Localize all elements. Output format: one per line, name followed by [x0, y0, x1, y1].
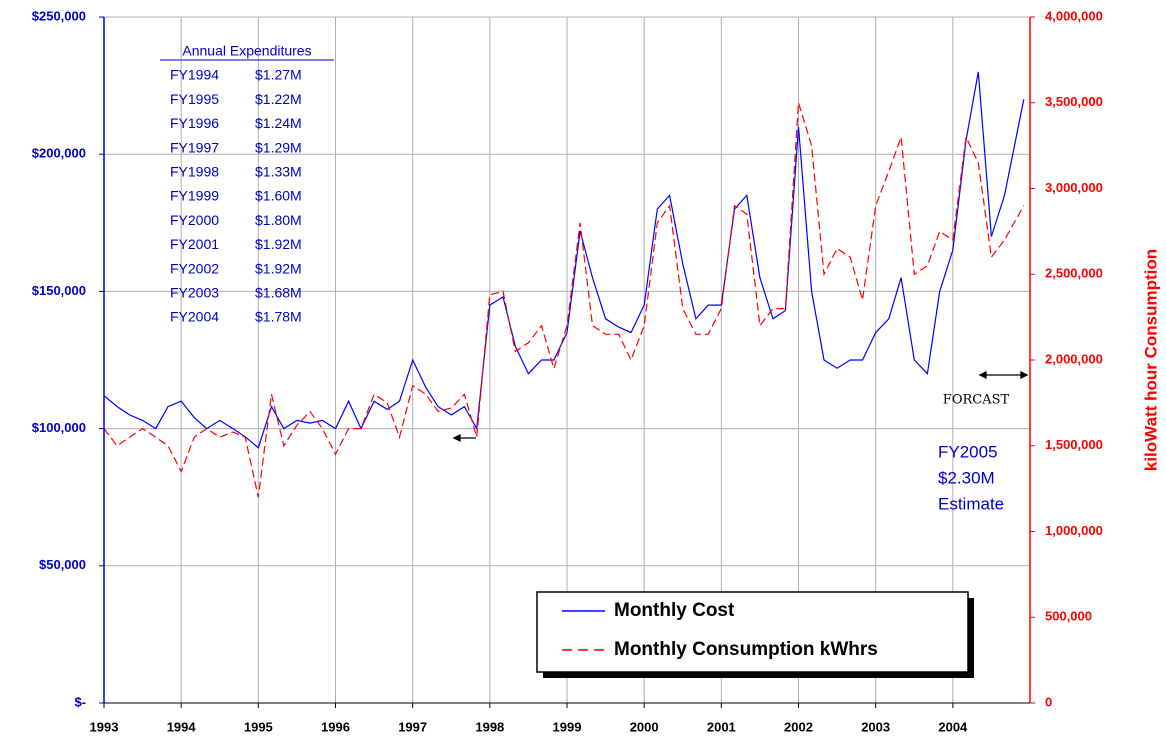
table-value: $1.68M: [255, 285, 302, 301]
x-tick-label: 1999: [553, 719, 582, 734]
table-year: FY1999: [170, 188, 219, 204]
table-value: $1.92M: [255, 236, 302, 252]
y2-axis-title: kiloWatt hour Consumption: [1141, 249, 1160, 471]
table-value: $1.60M: [255, 188, 302, 204]
table-value: $1.80M: [255, 212, 302, 228]
table-year: FY1998: [170, 164, 219, 180]
y-tick-label: $100,000: [32, 420, 86, 435]
x-tick-label: 1998: [475, 719, 504, 734]
y2-tick-label: 3,500,000: [1045, 94, 1103, 109]
x-tick-label: 1994: [167, 719, 197, 734]
x-tick-label: 2004: [938, 719, 968, 734]
estimate-label: FY2005: [938, 442, 998, 461]
table-year: FY1996: [170, 115, 219, 131]
table-year: FY2002: [170, 260, 219, 276]
arrows: [452, 370, 1029, 443]
y-tick-label: $150,000: [32, 283, 86, 298]
estimate-label: $2.30M: [938, 468, 995, 487]
series-line: [103, 71, 1025, 449]
table-title: Annual Expenditures: [182, 43, 311, 59]
legend: [536, 591, 969, 673]
y2-tick-label: 500,000: [1045, 609, 1092, 624]
y-tick-label: $-: [74, 694, 86, 709]
x-tick-label: 1997: [398, 719, 427, 734]
x-tick-label: 2001: [707, 719, 736, 734]
y2-tick-label: 1,500,000: [1045, 437, 1103, 452]
legend-label: Monthly Consumption kWhrs: [614, 639, 878, 660]
x-tick-label: 2003: [861, 719, 890, 734]
table-year: FY1997: [170, 139, 219, 155]
forecast-label: FORCAST: [943, 393, 1010, 408]
table-year: FY1995: [170, 91, 219, 107]
y-tick-label: $50,000: [39, 557, 86, 572]
series-line: [103, 102, 1025, 498]
x-tick-label: 1996: [321, 719, 350, 734]
y2-tick-label: 2,500,000: [1045, 266, 1103, 281]
y2-tick-label: 0: [1045, 694, 1052, 709]
table-year: FY2000: [170, 212, 219, 228]
table-value: $1.33M: [255, 164, 302, 180]
table-year: FY2001: [170, 236, 219, 252]
table-value: $1.24M: [255, 115, 302, 131]
y2-tick-label: 4,000,000: [1045, 8, 1103, 23]
y2-tick-label: 3,000,000: [1045, 180, 1103, 195]
table-year: FY2004: [170, 309, 219, 325]
table-value: $1.92M: [255, 260, 302, 276]
x-tick-label: 1993: [90, 719, 119, 734]
x-tick-label: 1995: [244, 719, 273, 734]
y2-tick-label: 2,000,000: [1045, 351, 1103, 366]
table-value: $1.29M: [255, 139, 302, 155]
y2-tick-label: 1,000,000: [1045, 523, 1103, 538]
estimate-label: Estimate: [938, 494, 1004, 513]
table-year: FY1994: [170, 67, 219, 83]
y-tick-label: $250,000: [32, 8, 86, 23]
table-year: FY2003: [170, 285, 219, 301]
x-tick-label: 2002: [784, 719, 813, 734]
table-value: $1.27M: [255, 67, 302, 83]
table-value: $1.22M: [255, 91, 302, 107]
legend-label: Monthly Cost: [614, 600, 735, 621]
table-value: $1.78M: [255, 309, 302, 325]
y-tick-label: $200,000: [32, 146, 86, 161]
x-tick-label: 2000: [630, 719, 659, 734]
